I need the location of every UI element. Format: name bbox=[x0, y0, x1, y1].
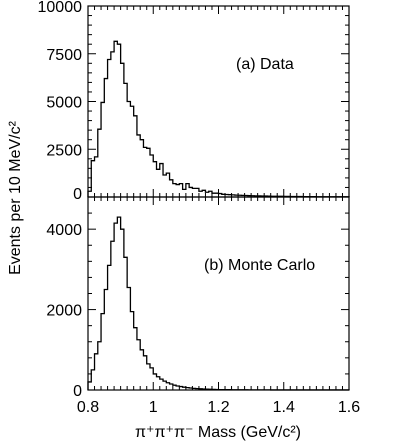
x-tick-label: 1.6 bbox=[338, 399, 360, 416]
x-axis-label: π⁺π⁺π⁻ Mass (GeV/c²) bbox=[135, 424, 301, 441]
x-tick-label: 1.4 bbox=[273, 399, 295, 416]
y-axis-label: Events per 10 MeV/c² bbox=[7, 120, 24, 275]
panel-b-y-tick-labels: 0 2000 4000 bbox=[46, 222, 82, 400]
x-tick-labels: 0.8 1 1.2 1.4 1.6 bbox=[77, 399, 360, 416]
y-tick-label: 2000 bbox=[46, 303, 82, 320]
panel-b-monte-carlo: 0 2000 4000 (b) Monte Carlo bbox=[46, 196, 350, 400]
panel-b-histogram bbox=[87, 216, 350, 391]
y-tick-label: 5000 bbox=[46, 95, 82, 112]
y-tick-label: 7500 bbox=[46, 47, 82, 64]
y-tick-label: 4000 bbox=[46, 222, 82, 239]
panel-b-frame bbox=[87, 196, 350, 391]
panel-a-label: (a) Data bbox=[236, 56, 294, 73]
panel-b-label: (b) Monte Carlo bbox=[204, 257, 315, 274]
x-tick-label: 1.2 bbox=[207, 399, 229, 416]
x-tick-label: 0.8 bbox=[77, 399, 99, 416]
panel-b-ticks bbox=[87, 196, 350, 391]
y-tick-label: 2500 bbox=[46, 142, 82, 159]
y-tick-label: 0 bbox=[73, 383, 82, 400]
x-tick-label: 1 bbox=[149, 399, 158, 416]
y-tick-label: 10000 bbox=[38, 0, 83, 16]
panel-a-data: 0 2500 5000 7500 10000 (a) Data bbox=[38, 0, 350, 203]
panel-a-y-tick-labels: 0 2500 5000 7500 10000 bbox=[38, 0, 83, 203]
y-tick-label: 0 bbox=[73, 186, 82, 203]
panel-a-histogram bbox=[87, 40, 350, 198]
